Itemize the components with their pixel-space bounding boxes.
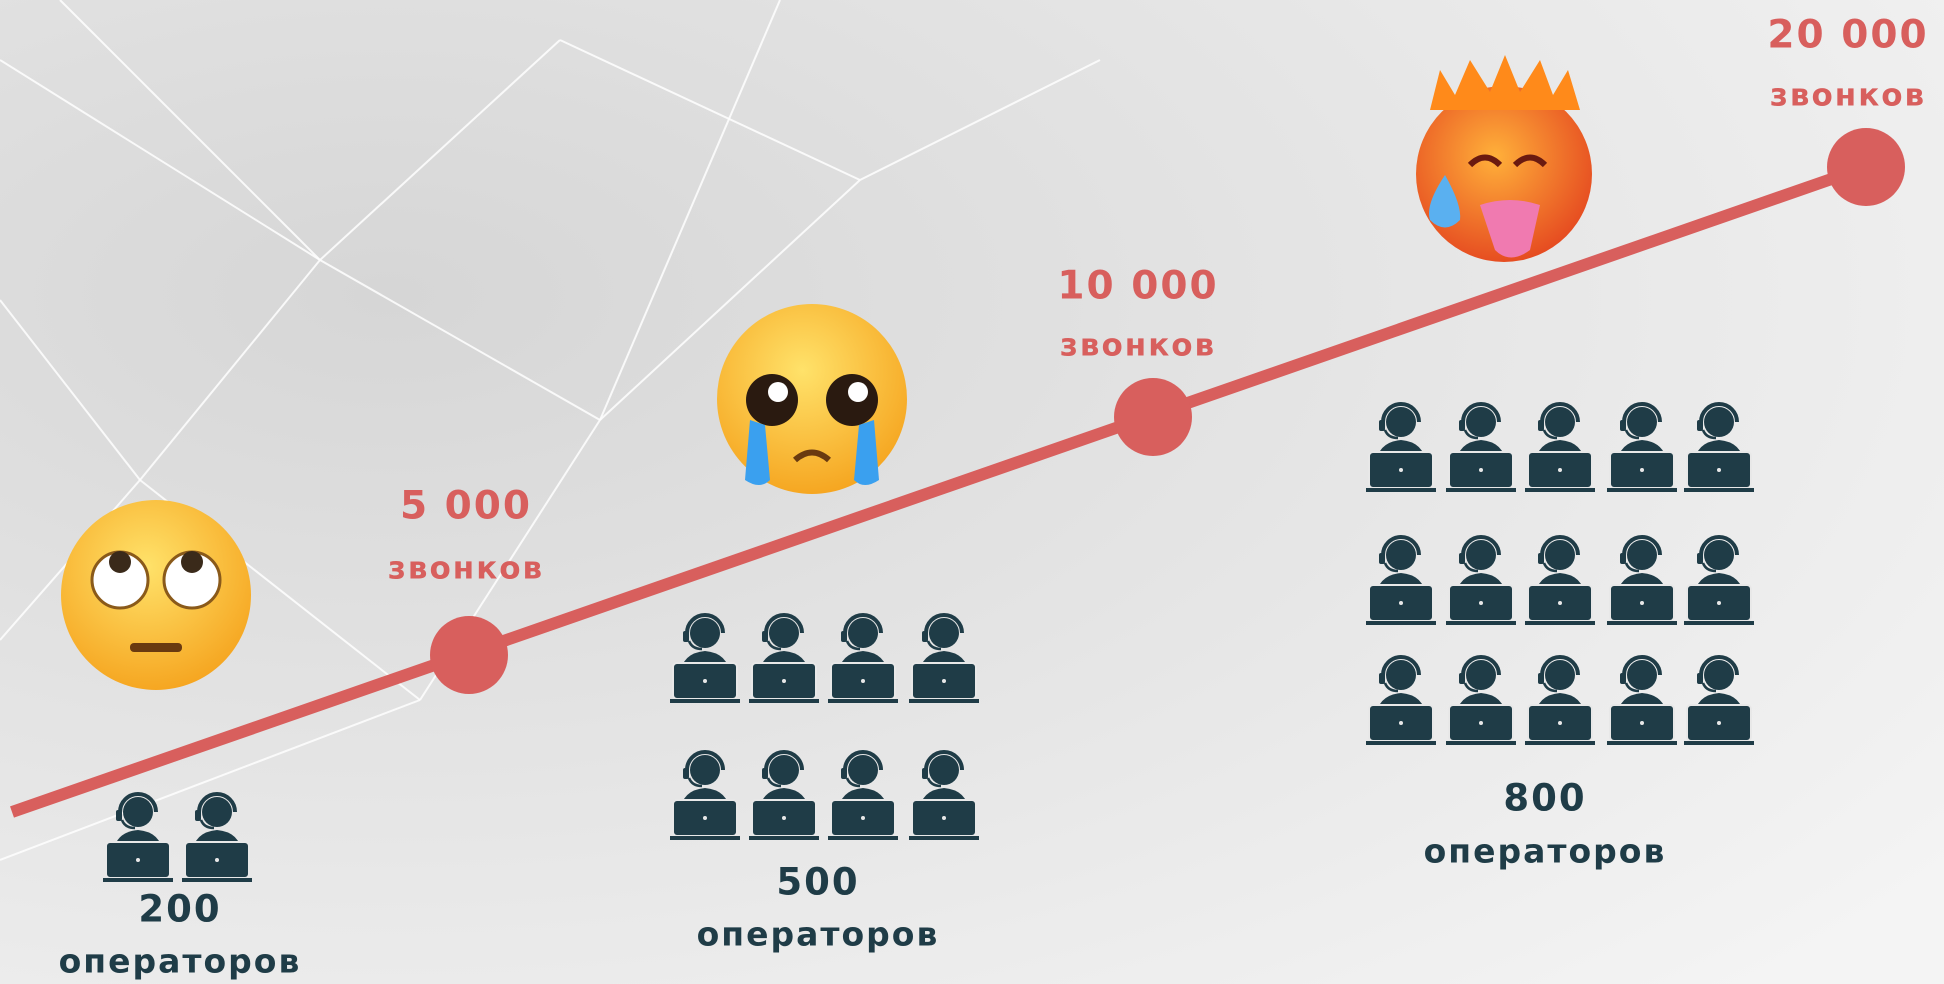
emoji-rolling-eyes bbox=[61, 500, 251, 690]
milestone-dot bbox=[1114, 378, 1192, 456]
operators-unit: операторов bbox=[1424, 832, 1667, 871]
page: 5 000 звонков 10 000 звонков 20 000 звон… bbox=[0, 0, 1944, 984]
operators-unit: операторов bbox=[697, 915, 940, 954]
milestone-dot bbox=[1827, 128, 1905, 206]
calls-unit: звонков bbox=[1770, 78, 1926, 114]
operators-number: 500 bbox=[776, 861, 859, 904]
milestone-dot bbox=[430, 616, 508, 694]
operators-number: 200 bbox=[138, 888, 221, 931]
emoji-pleading bbox=[717, 304, 907, 494]
calls-unit: звонков bbox=[1060, 328, 1216, 364]
operators-number: 800 bbox=[1503, 777, 1586, 820]
emoji-hot-face bbox=[1416, 55, 1592, 262]
operators-unit: операторов bbox=[59, 942, 302, 981]
calls-number: 10 000 bbox=[1057, 264, 1218, 309]
infographic: 5 000 звонков 10 000 звонков 20 000 звон… bbox=[0, 0, 1944, 984]
calls-number: 20 000 bbox=[1767, 13, 1928, 58]
calls-unit: звонков bbox=[388, 551, 544, 587]
calls-number: 5 000 bbox=[400, 484, 532, 529]
